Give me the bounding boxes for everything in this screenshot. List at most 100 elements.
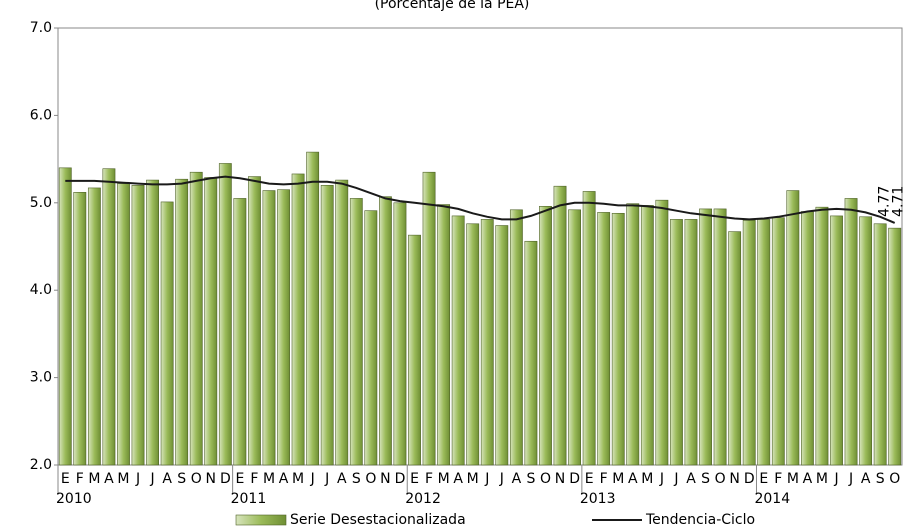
x-tick-label: S [526, 471, 535, 487]
x-tick-label: M [438, 471, 450, 487]
year-label: 2012 [405, 491, 441, 507]
x-tick-label: J [135, 471, 140, 487]
bar [204, 177, 218, 466]
x-tick-label: S [352, 471, 361, 487]
bar [379, 196, 392, 466]
x-tick-label: D [569, 471, 580, 487]
x-tick-label: O [889, 471, 900, 487]
bar [757, 219, 771, 466]
chart-subtitle: (Porcentaje de la PEA) [375, 0, 530, 12]
bar [175, 178, 189, 466]
bar [160, 201, 174, 466]
legend-label: Serie Desestacionalizada [290, 512, 466, 528]
x-tick-label: A [861, 471, 871, 487]
x-tick-label: D [744, 471, 755, 487]
year-label: 2013 [580, 491, 616, 507]
bar [597, 212, 611, 466]
x-tick-label: J [833, 471, 838, 487]
x-tick-label: O [540, 471, 551, 487]
bar [568, 209, 581, 466]
x-tick-label: E [759, 471, 768, 487]
y-tick-label: 6.0 [30, 107, 52, 123]
x-tick-label: M [816, 471, 828, 487]
bar [102, 168, 116, 466]
x-tick-label: J [310, 471, 315, 487]
bar [437, 204, 451, 466]
x-tick-label: A [279, 471, 289, 487]
bar [248, 176, 261, 466]
x-tick-label: M [467, 471, 479, 487]
y-tick-label: 5.0 [30, 195, 52, 211]
x-tick-label: J [150, 471, 155, 487]
bar [335, 179, 349, 466]
x-tick-label: J [499, 471, 504, 487]
bar [873, 223, 887, 466]
trend-line [65, 175, 896, 224]
x-tick-label: O [191, 471, 202, 487]
plot-frame [57, 27, 903, 466]
bar [830, 215, 843, 466]
x-tick-label: N [555, 471, 565, 487]
bar [742, 219, 756, 466]
year-label: 2010 [56, 491, 92, 507]
x-tick-label: J [673, 471, 678, 487]
x-tick-label: M [292, 471, 304, 487]
year-label: 2011 [231, 491, 267, 507]
x-tick-label: N [380, 471, 390, 487]
bar [466, 223, 480, 466]
x-tick-label: M [117, 471, 129, 487]
x-tick-label: A [337, 471, 347, 487]
bar [131, 185, 145, 466]
x-tick-label: A [628, 471, 638, 487]
data-label: 4.71 [891, 186, 904, 217]
bar [58, 167, 72, 466]
bar [233, 198, 247, 466]
bar [189, 171, 203, 466]
bar [422, 171, 436, 466]
x-tick-label: M [612, 471, 624, 487]
x-tick-label: J [659, 471, 664, 487]
x-tick-label: D [395, 471, 406, 487]
x-tick-label: O [365, 471, 376, 487]
bar [291, 173, 305, 466]
year-label: 2014 [754, 491, 790, 507]
x-tick-label: A [453, 471, 463, 487]
bar [509, 209, 523, 466]
x-tick-label: F [774, 471, 782, 487]
bar [495, 225, 509, 466]
bar [626, 203, 640, 466]
x-tick-label: A [512, 471, 522, 487]
bar [699, 208, 712, 466]
data-label: 4.77 [877, 186, 893, 217]
x-tick-label: J [324, 471, 329, 487]
x-tick-label: N [729, 471, 739, 487]
x-tick-label: M [641, 471, 653, 487]
bar [87, 187, 101, 466]
bar [349, 198, 363, 466]
bar [480, 219, 494, 466]
bar [801, 211, 814, 466]
bar [262, 190, 276, 466]
x-tick-label: A [104, 471, 114, 487]
bar [393, 202, 407, 466]
bar [146, 179, 159, 466]
bar [117, 183, 130, 466]
x-tick-label: S [701, 471, 710, 487]
x-tick-label: F [425, 471, 433, 487]
x-tick-label: E [235, 471, 244, 487]
bar [728, 231, 742, 466]
x-tick-label: F [76, 471, 84, 487]
legend-label: Tendencia-Ciclo [645, 512, 755, 528]
x-tick-label: F [250, 471, 258, 487]
x-tick-label: J [484, 471, 489, 487]
bar [815, 206, 829, 466]
x-tick-label: D [220, 471, 231, 487]
bar [771, 217, 785, 466]
bar [684, 219, 698, 466]
x-tick-label: M [88, 471, 100, 487]
x-tick-label: N [206, 471, 216, 487]
y-tick-label: 7.0 [30, 20, 52, 36]
bar [408, 234, 421, 466]
x-tick-label: S [177, 471, 186, 487]
bar [451, 215, 465, 466]
